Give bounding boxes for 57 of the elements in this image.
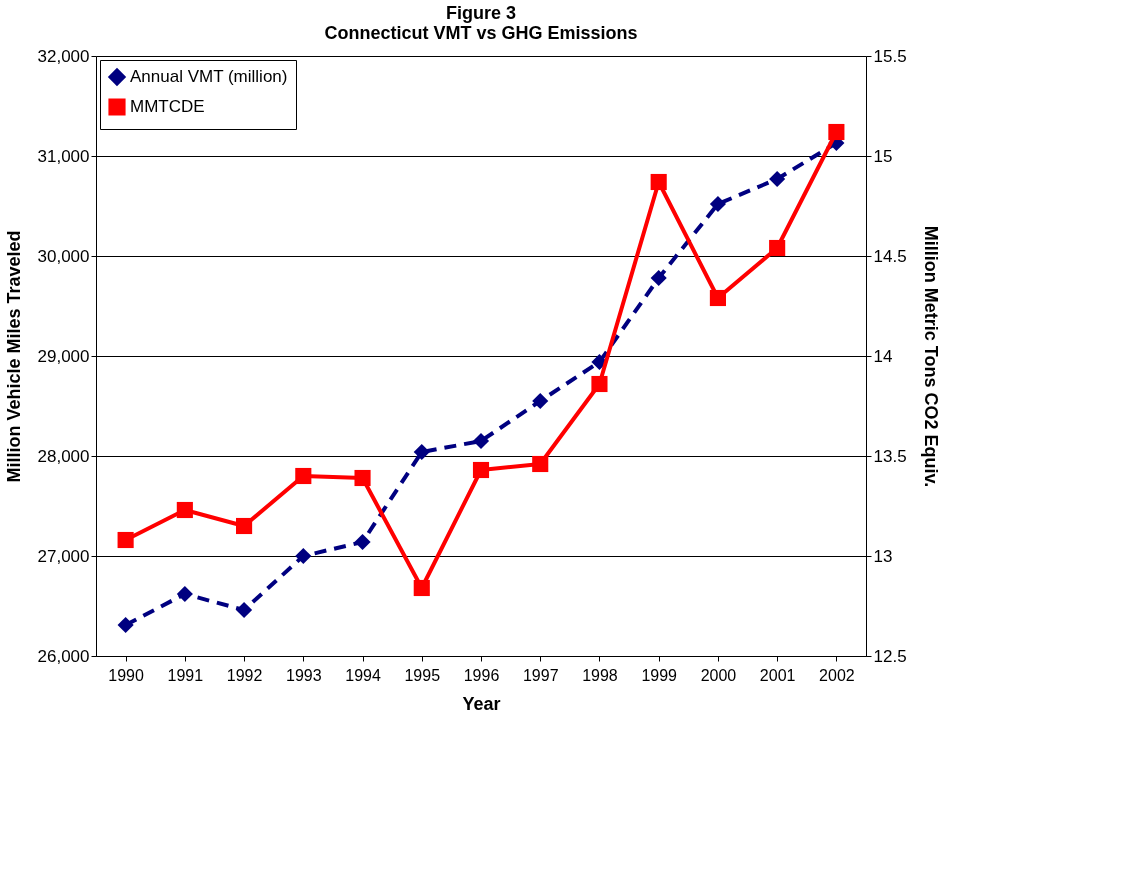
x-tick-label: 1990 — [108, 666, 145, 684]
x-tick-label: 2002 — [819, 666, 855, 684]
y2-tick-label: 13 — [873, 546, 893, 566]
point — [176, 585, 193, 603]
point — [769, 170, 786, 188]
x-tick-label: 1997 — [522, 666, 559, 684]
point — [295, 547, 312, 565]
y-axis-title: Million Vehicle Miles Traveled — [3, 230, 24, 483]
y2-tick-label: 15 — [873, 146, 893, 166]
point — [176, 501, 193, 519]
y2-tick-label: 12.5 — [873, 646, 907, 666]
point — [295, 467, 312, 485]
point — [354, 533, 371, 551]
y-tick-label: 26,000 — [37, 646, 90, 666]
x-tick-label: 1993 — [286, 666, 322, 684]
x-tick-label: 1998 — [582, 666, 618, 684]
point — [828, 123, 845, 141]
point — [709, 289, 726, 307]
chart-title: Figure 3 Connecticut VMT vs GHG Emissions — [324, 3, 638, 43]
point — [413, 443, 430, 461]
x-tick-label: 1994 — [345, 666, 381, 684]
y2-axis-title: Million Metric Tons CO2 Equiv. — [920, 225, 941, 488]
x-tick-label: 1991 — [167, 666, 204, 684]
y2-tick-label: 15.5 — [873, 46, 907, 66]
y-tick-label: 31,000 — [37, 146, 90, 166]
point — [472, 461, 490, 479]
legend-label: MMTCDE — [130, 97, 205, 116]
point — [117, 616, 134, 634]
y-tick-label: 27,000 — [37, 546, 90, 566]
x-tick-label: 1992 — [226, 666, 263, 684]
x-tick-label: 1999 — [641, 666, 678, 684]
point — [236, 517, 253, 535]
point — [709, 195, 726, 213]
y-tick-label: 28,000 — [37, 446, 90, 466]
point — [117, 531, 134, 549]
y-tick-label: 32,000 — [37, 46, 90, 66]
point — [236, 601, 253, 619]
x-axis-title: Year — [462, 693, 501, 714]
point — [532, 455, 549, 473]
x-tick-label: 1995 — [404, 666, 441, 684]
x-tick-label: 2001 — [759, 666, 796, 684]
y2-tick-label: 14 — [873, 346, 893, 366]
y-tick-label: 29,000 — [37, 346, 90, 366]
point — [591, 375, 608, 393]
point — [413, 579, 430, 597]
y2-tick-label: 13.5 — [873, 446, 907, 466]
x-tick-label: 2000 — [700, 666, 737, 684]
point — [532, 392, 549, 410]
x-tick-label: 1996 — [463, 666, 500, 684]
point — [472, 432, 490, 450]
legend-label: Annual VMT (million) — [130, 67, 288, 86]
point — [769, 239, 786, 257]
y2-tick-label: 14.5 — [873, 246, 907, 266]
point — [650, 173, 667, 191]
point — [650, 269, 667, 287]
point — [354, 469, 371, 487]
y-tick-label: 30,000 — [37, 246, 90, 266]
